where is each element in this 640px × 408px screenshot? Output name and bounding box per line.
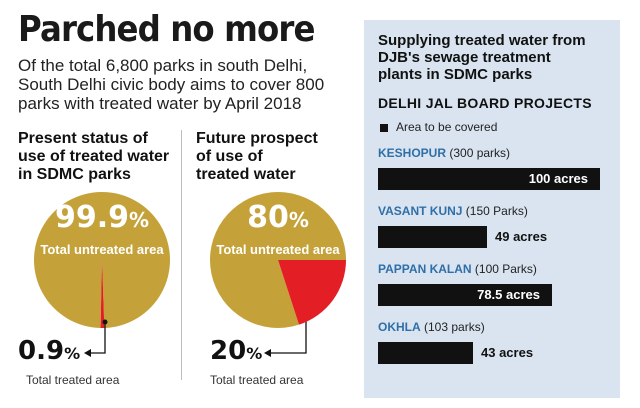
- right-pie-slice-untreated: [210, 191, 346, 328]
- project-name: VASANT KUNJ: [378, 204, 463, 218]
- left-untreated-pct: 99.9%: [32, 200, 172, 235]
- left-treated-label: Total treated area: [26, 373, 120, 387]
- right-chart-title: Future prospect of use of treated water: [196, 130, 318, 184]
- left-treated-pct-value: 0.9: [18, 336, 65, 366]
- legend-label: Area to be covered: [396, 120, 498, 134]
- left-untreated-label: Total untreated area: [40, 242, 164, 257]
- project-parks: (300 parks): [446, 146, 511, 160]
- legend-swatch: [380, 124, 388, 132]
- djb-projects-panel: Supplying treated water from DJB's sewag…: [364, 20, 620, 398]
- panel-title-line-3: plants in SDMC parks: [378, 66, 533, 83]
- bar-value-label: 78.5 acres: [477, 287, 540, 302]
- bar-value-label: 43 acres: [481, 345, 534, 360]
- project-name: OKHLA: [378, 320, 421, 334]
- project-parks: (150 Parks): [462, 204, 528, 218]
- deck-line-3: parks with treated water by April 2018: [18, 94, 302, 113]
- right-treated-pct-sign: %: [246, 344, 263, 363]
- bar-area-to-be-covered: [378, 284, 552, 306]
- right-untreated-label: Total untreated area: [216, 242, 340, 257]
- project-label: PAPPAN KALAN (100 Parks): [378, 262, 537, 276]
- left-chart-title: Present status of use of treated water i…: [18, 130, 169, 184]
- right-untreated-pct: 80%: [208, 200, 348, 235]
- project-label: KESHOPUR (300 parks): [378, 146, 510, 160]
- panel-title-line-2: DJB's sewage treatment: [378, 49, 551, 66]
- right-chart-title-line-1: Future prospect: [196, 130, 318, 147]
- bar-area-to-be-covered: [378, 342, 473, 364]
- right-treated-label: Total treated area: [210, 373, 304, 387]
- left-pie-slice-untreated: [34, 192, 171, 328]
- left-chart-title-line-1: Present status of: [18, 130, 148, 147]
- right-pie-chart: [210, 191, 346, 328]
- left-treated-pct: 0.9%: [18, 336, 80, 366]
- project-label: VASANT KUNJ (150 Parks): [378, 204, 528, 218]
- left-treated-pct-sign: %: [64, 344, 81, 363]
- panel-title: Supplying treated water from DJB's sewag…: [378, 32, 586, 83]
- right-untreated-pct-value: 80: [247, 200, 289, 235]
- chart-divider: [181, 130, 182, 380]
- bar-value-label: 49 acres: [495, 229, 548, 244]
- right-pie-slice-treated: [278, 260, 346, 325]
- right-chart-title-line-2: of use of: [196, 148, 263, 165]
- panel-title-line-1: Supplying treated water from: [378, 32, 586, 49]
- deck-line-2: South Delhi civic body aims to cover 800: [18, 75, 325, 94]
- project-label: OKHLA (103 parks): [378, 320, 485, 334]
- project-parks: (103 parks): [420, 320, 485, 334]
- bar-area-to-be-covered: [378, 168, 600, 190]
- right-treated-pct: 20%: [210, 336, 262, 366]
- left-pie-chart: [34, 192, 171, 328]
- bar-value-label: 100 acres: [528, 171, 588, 186]
- deck-text: Of the total 6,800 parks in south Delhi,…: [18, 56, 358, 113]
- left-pie-slice-treated: [100, 260, 105, 328]
- deck-line-1: Of the total 6,800 parks in south Delhi,: [18, 56, 308, 75]
- left-chart-title-line-3: in SDMC parks: [18, 166, 131, 183]
- headline: Parched no more: [18, 9, 315, 50]
- project-name: KESHOPUR: [378, 146, 447, 160]
- left-untreated-pct-value: 99.9: [54, 200, 129, 235]
- project-parks: (100 Parks): [471, 262, 537, 276]
- right-treated-pct-value: 20: [210, 336, 247, 366]
- right-chart-title-line-3: treated water: [196, 166, 296, 183]
- bar-area-to-be-covered: [378, 226, 487, 248]
- panel-subtitle: DELHI JAL BOARD PROJECTS: [378, 95, 592, 111]
- project-name: PAPPAN KALAN: [378, 262, 472, 276]
- left-untreated-pct-sign: %: [128, 208, 150, 232]
- left-chart-title-line-2: use of treated water: [18, 148, 170, 165]
- right-untreated-pct-sign: %: [288, 208, 309, 232]
